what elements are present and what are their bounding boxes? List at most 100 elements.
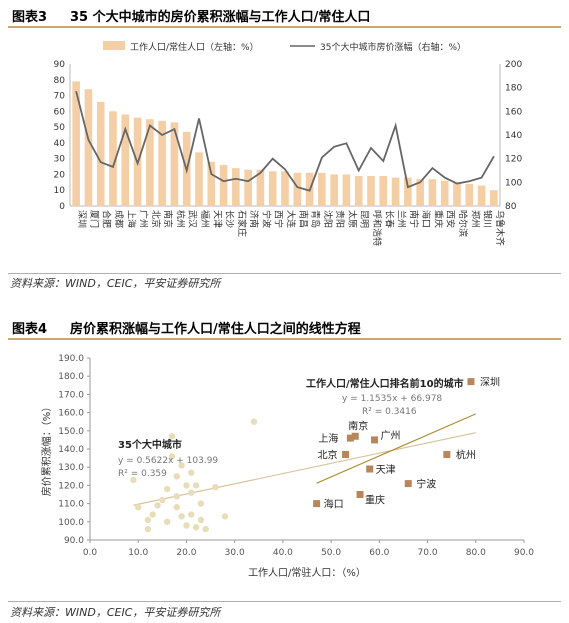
category-label: 贵阳 xyxy=(334,210,346,228)
y-tick-label: 110.0 xyxy=(58,500,84,510)
bar xyxy=(256,169,265,206)
scatter-point-top10 xyxy=(404,480,412,488)
scatter-point xyxy=(159,496,166,504)
figure3-number: 图表3 xyxy=(12,10,48,25)
y-tick-label: 150.0 xyxy=(58,427,84,437)
x-tick-label: 40.0 xyxy=(273,548,293,558)
bar xyxy=(170,122,179,206)
bar xyxy=(391,177,400,206)
scatter-point xyxy=(250,418,258,425)
bar xyxy=(330,174,338,206)
point-label: 重庆 xyxy=(365,494,385,507)
right-tick-label: 160 xyxy=(505,107,522,117)
bar xyxy=(207,161,216,206)
scatter-point xyxy=(144,525,152,533)
left-tick-label: 70 xyxy=(54,92,66,102)
category-label: 南宁 xyxy=(408,210,420,228)
scatter-point xyxy=(221,513,229,520)
category-label: 哈尔滨 xyxy=(457,210,469,237)
series-annotation: 工作人口/常住人口排名前10的城市 xyxy=(306,377,464,390)
bar xyxy=(72,81,80,206)
category-label: 西宁 xyxy=(273,210,285,228)
scatter-point xyxy=(188,469,195,476)
scatter-point-top10 xyxy=(313,500,321,508)
x-tick-label: 90.0 xyxy=(514,548,534,558)
scatter-point-top10 xyxy=(467,378,475,386)
category-label: 深圳 xyxy=(76,210,87,228)
figure3-source: 资料来源：WIND，CEIC，平安证券研究所 xyxy=(10,277,221,290)
trendline-top10 xyxy=(316,413,477,484)
bar xyxy=(465,183,474,206)
x-tick-label: 10.0 xyxy=(128,548,148,558)
right-tick-label: 120 xyxy=(505,155,522,165)
scatter-point xyxy=(197,516,205,524)
point-label: 杭州 xyxy=(456,448,476,461)
bar xyxy=(281,171,289,206)
bar xyxy=(342,174,351,206)
x-tick-label: 60.0 xyxy=(369,548,389,558)
x-tick-label: 50.0 xyxy=(321,548,341,558)
category-label: 福州 xyxy=(199,210,211,228)
scatter-point xyxy=(183,522,190,529)
point-label: 北京 xyxy=(318,448,338,461)
figure4-title: 房价累积涨幅与工作人口/常住人口之间的线性方程 xyxy=(70,322,361,337)
bar xyxy=(268,171,277,206)
trendline-all xyxy=(133,432,476,506)
category-label: 南昌 xyxy=(297,210,309,228)
bar xyxy=(232,168,240,206)
category-label: 海口 xyxy=(420,210,432,228)
r2-annotation: R² = 0.359 xyxy=(118,469,167,479)
figure4-number: 图表4 xyxy=(12,322,48,337)
y-tick-label: 160.0 xyxy=(58,409,84,419)
scatter-point xyxy=(163,485,171,493)
bar xyxy=(428,179,437,206)
category-label: 成都 xyxy=(113,210,125,228)
left-tick-label: 0 xyxy=(59,202,65,212)
left-tick-label: 90 xyxy=(54,60,66,70)
category-label: 济南 xyxy=(248,210,260,228)
scatter-point xyxy=(188,511,195,518)
point-label: 南京 xyxy=(348,419,368,432)
figure3-title: 35 个大中城市的房价累积涨幅与工作人口/常住人口 xyxy=(70,10,371,25)
y-tick-label: 140.0 xyxy=(58,445,84,455)
bar xyxy=(84,89,93,206)
bar xyxy=(367,176,375,206)
scatter-point xyxy=(163,518,171,525)
figure3-header: 图表3 35 个大中城市的房价累积涨幅与工作人口/常住人口 xyxy=(8,4,561,28)
left-tick-label: 40 xyxy=(54,139,66,149)
category-label: 厦门 xyxy=(88,210,100,228)
category-label: 昆明 xyxy=(359,210,370,228)
bar xyxy=(416,179,424,206)
bar xyxy=(158,120,166,206)
series-annotation: 35个大中城市 xyxy=(118,438,182,451)
equation-annotation: y = 1.1535x + 66.978 xyxy=(342,394,442,404)
right-tick-label: 80 xyxy=(505,202,517,212)
category-label: 兰州 xyxy=(396,210,408,228)
scatter-point xyxy=(154,502,161,509)
left-tick-label: 80 xyxy=(54,76,66,86)
bar xyxy=(379,176,388,206)
left-tick-label: 50 xyxy=(54,123,66,133)
scatter-point xyxy=(168,453,176,460)
scatter-point xyxy=(192,524,200,531)
left-tick-label: 10 xyxy=(54,186,66,196)
category-label: 宁波 xyxy=(260,210,272,228)
x-tick-label: 70.0 xyxy=(418,548,438,558)
left-tick-label: 20 xyxy=(54,170,66,180)
scatter-point-top10 xyxy=(371,436,379,444)
left-tick-label: 60 xyxy=(54,107,66,117)
scatter-point xyxy=(173,504,180,511)
scatter-point xyxy=(192,482,200,489)
figure4-source: 资料来源：WIND，CEIC，平安证券研究所 xyxy=(10,606,221,619)
scatter-point xyxy=(135,504,142,511)
scatter-point xyxy=(212,484,219,491)
category-label: 长沙 xyxy=(224,210,236,228)
point-label: 天津 xyxy=(376,464,396,476)
category-label: 武汉 xyxy=(187,210,199,228)
x-axis-label: 工作人口/常驻人口：（%） xyxy=(248,566,366,579)
legend-line-label: 35个大中城市房价涨幅（右轴：%） xyxy=(320,41,466,53)
category-label: 杭州 xyxy=(174,210,186,228)
scatter-point-top10 xyxy=(342,450,350,458)
right-tick-label: 100 xyxy=(505,178,522,188)
scatter-point xyxy=(173,473,180,480)
